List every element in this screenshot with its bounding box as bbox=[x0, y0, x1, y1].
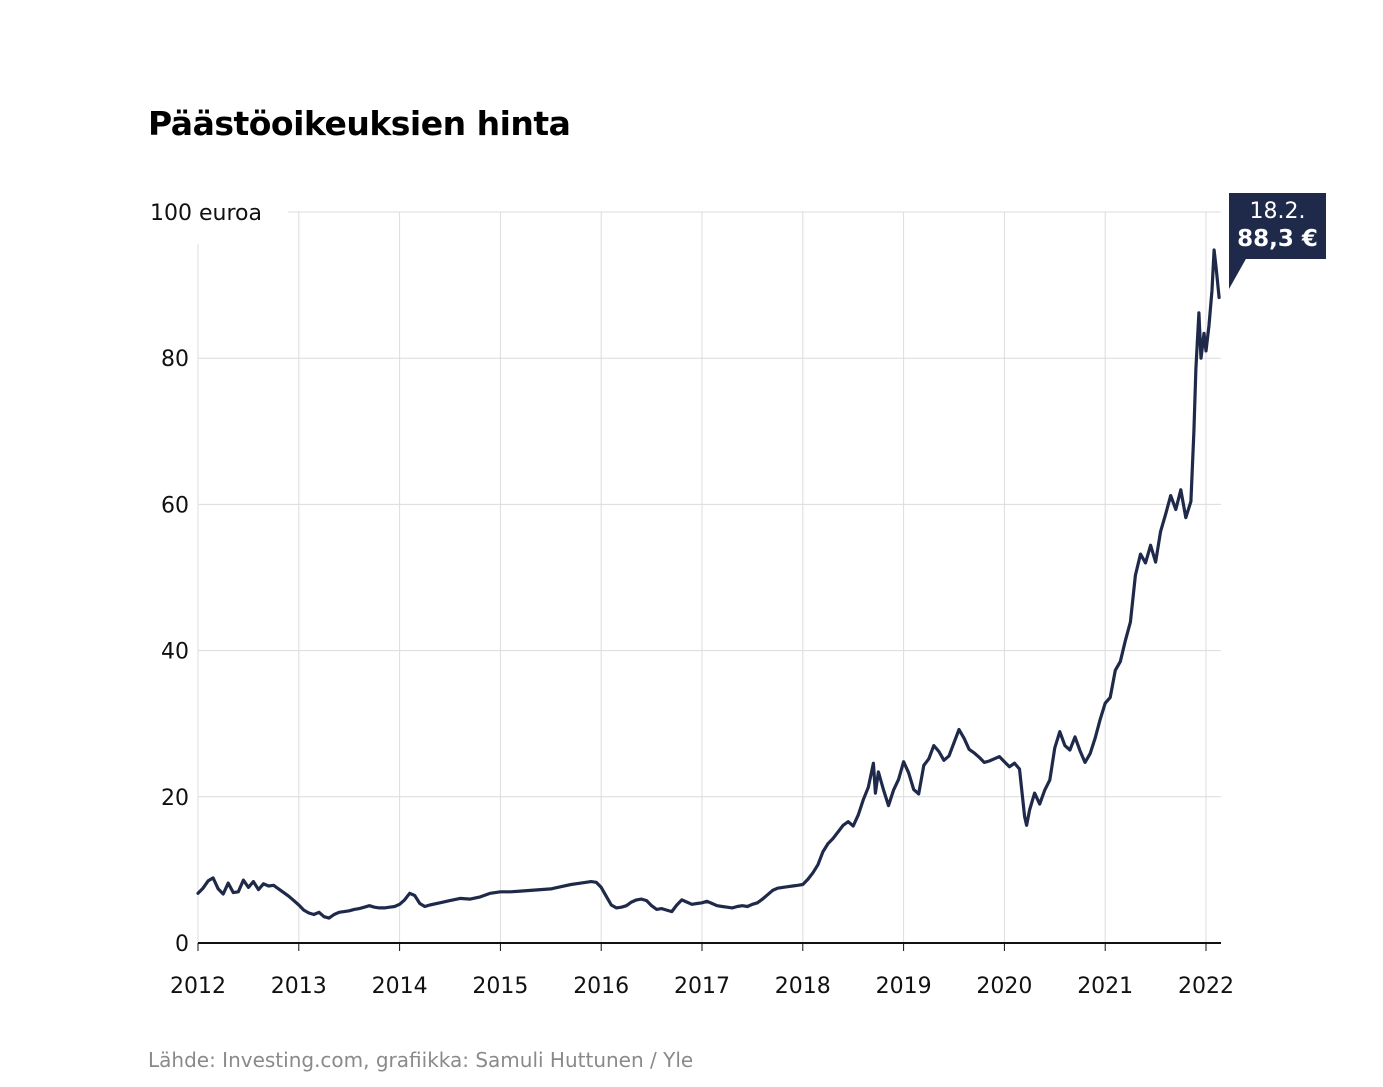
x-tick-label: 2013 bbox=[271, 974, 327, 999]
x-tick-label: 2016 bbox=[573, 974, 629, 999]
x-tick-label: 2021 bbox=[1077, 974, 1133, 999]
x-tick-label: 2012 bbox=[170, 974, 226, 999]
y-tick-label: 100 euroa bbox=[150, 201, 262, 226]
latest-value-callout: 18.2. 88,3 € bbox=[1229, 193, 1326, 259]
y-tick-label: 80 bbox=[161, 347, 189, 372]
y-tick-label: 0 bbox=[175, 932, 189, 957]
y-tick-label: 40 bbox=[161, 640, 189, 665]
price-series-line bbox=[196, 248, 1221, 920]
y-axis-ticks: 0 20 40 60 80 100 euroa bbox=[150, 201, 262, 957]
y-tick-label: 20 bbox=[161, 786, 189, 811]
callout-pointer bbox=[1229, 257, 1247, 289]
grid bbox=[197, 211, 1221, 943]
callout-value: 88,3 € bbox=[1237, 226, 1318, 252]
x-tick-label: 2014 bbox=[372, 974, 428, 999]
x-tick-label: 2018 bbox=[775, 974, 831, 999]
x-tick-label: 2022 bbox=[1178, 974, 1234, 999]
x-tick-label: 2020 bbox=[976, 974, 1032, 999]
x-tick-label: 2015 bbox=[472, 974, 528, 999]
chart-title: Päästöoikeuksien hinta bbox=[148, 104, 571, 143]
x-tick-label: 2017 bbox=[674, 974, 730, 999]
source-note: Lähde: Investing.com, grafiikka: Samuli … bbox=[148, 1048, 694, 1072]
x-axis-ticks: 2012 2013 2014 2015 2016 2017 2018 2019 2020 2021… bbox=[170, 943, 1234, 999]
y-tick-label: 60 bbox=[161, 493, 189, 518]
x-tick-label: 2019 bbox=[876, 974, 932, 999]
callout-date: 18.2. bbox=[1249, 199, 1306, 224]
